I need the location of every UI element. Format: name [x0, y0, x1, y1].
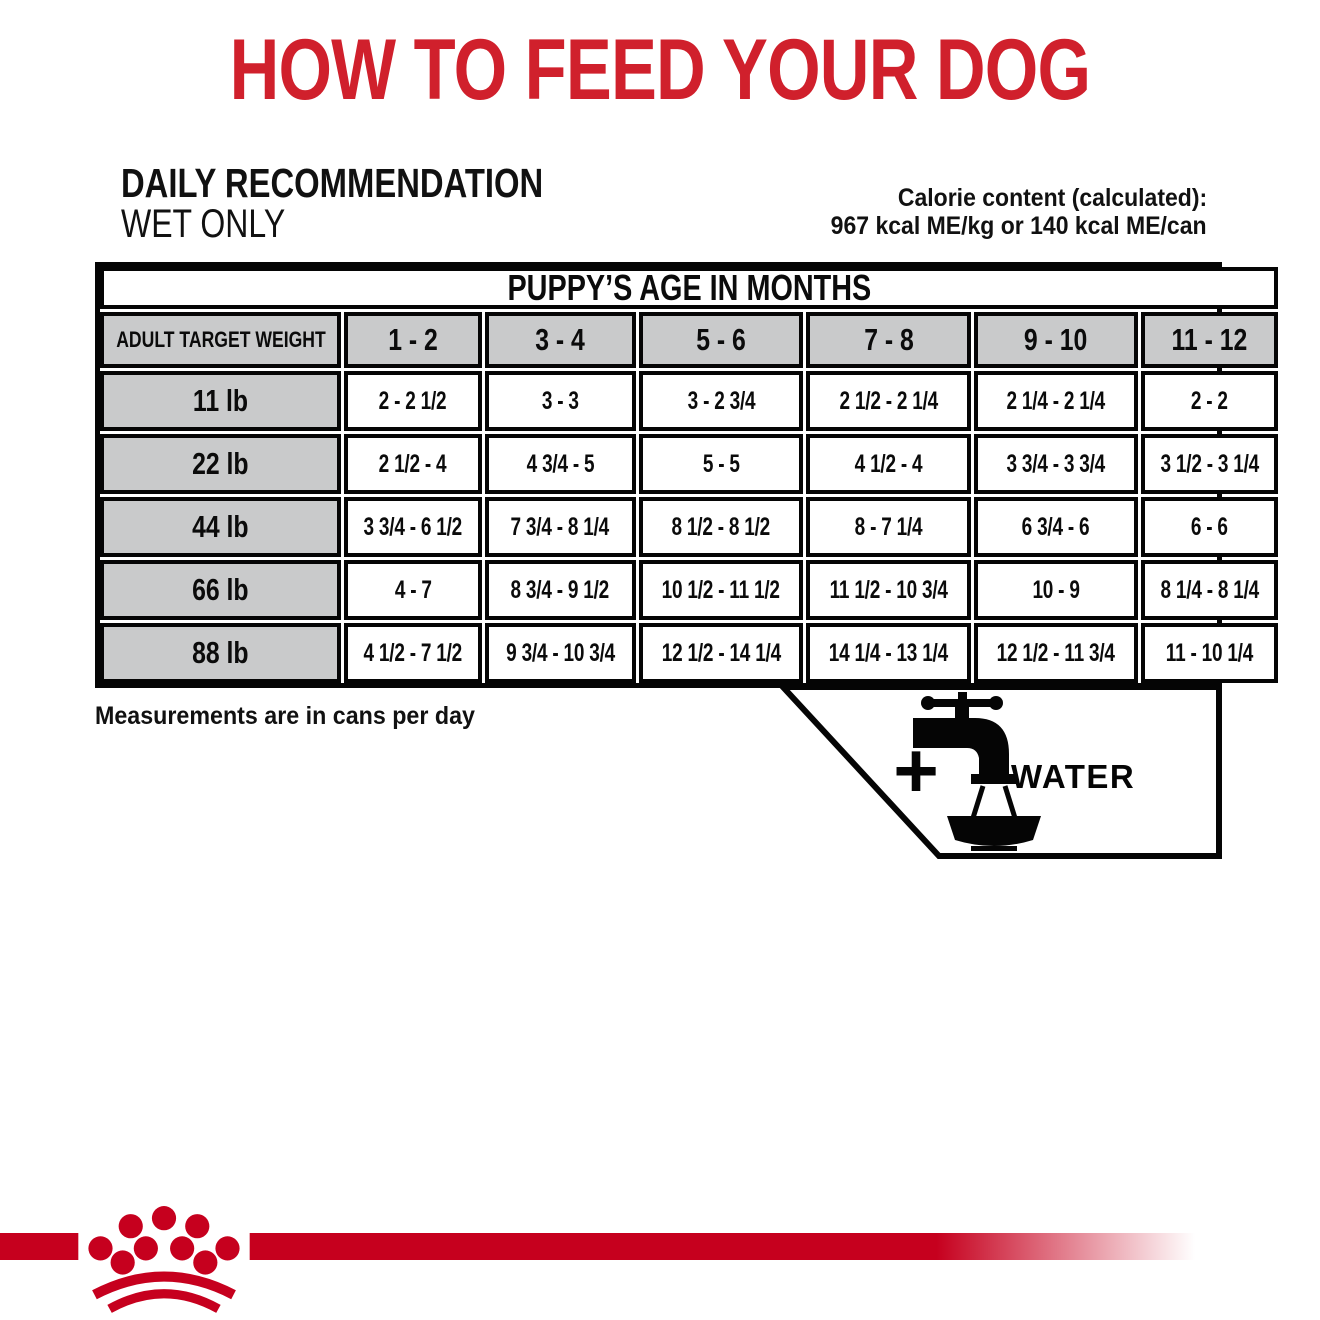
feeding-amount-cell: 2 1/4 - 2 1/4	[974, 371, 1138, 431]
table-title: PUPPY’S AGE IN MONTHS	[100, 267, 1279, 309]
water-faucet-bowl-icon	[913, 692, 1041, 851]
feeding-amount-cell: 11 1/2 - 10 3/4	[806, 560, 972, 620]
feeding-amount-cell: 10 1/2 - 11 1/2	[638, 560, 804, 620]
measurements-footnote: Measurements are in cans per day	[95, 702, 475, 730]
feeding-amount-cell: 8 3/4 - 9 1/2	[484, 560, 636, 620]
royal-canin-crown-icon	[78, 1200, 250, 1320]
feeding-amount-cell: 3 3/4 - 3 3/4	[974, 434, 1138, 494]
feeding-amount-cell: 12 1/2 - 11 3/4	[974, 623, 1138, 683]
feeding-amount-cell: 4 3/4 - 5	[484, 434, 636, 494]
feeding-amount-cell: 2 1/2 - 2 1/4	[806, 371, 972, 431]
feeding-amount-cell: 4 - 7	[344, 560, 482, 620]
age-column-header: 9 - 10	[974, 312, 1138, 368]
calorie-note-line1: Calorie content (calculated):	[897, 184, 1207, 212]
feeding-amount-cell: 3 3/4 - 6 1/2	[344, 497, 482, 557]
crown-arcs	[92, 1271, 236, 1313]
age-column-header: 11 - 12	[1140, 312, 1279, 368]
age-column-header: 7 - 8	[806, 312, 972, 368]
feeding-amount-cell: 3 - 2 3/4	[638, 371, 804, 431]
wet-only-line: WET ONLY	[121, 202, 286, 246]
feeding-amount-cell: 8 - 7 1/4	[806, 497, 972, 557]
feeding-amount-cell: 9 3/4 - 10 3/4	[484, 623, 636, 683]
calorie-content-note: Calorie content (calculated): 967 kcal M…	[798, 184, 1207, 240]
feeding-amount-cell: 8 1/2 - 8 1/2	[638, 497, 804, 557]
page-title: HOW TO FEED YOUR DOG	[229, 22, 1091, 118]
weight-row-header: 88 lb	[100, 623, 341, 683]
corner-header-adult-target-weight: ADULT TARGET WEIGHT	[100, 312, 341, 368]
feeding-table: PUPPY’S AGE IN MONTHS ADULT TARGET WEIGH…	[95, 262, 1279, 688]
calorie-note-line2: 967 kcal ME/kg or 140 kcal ME/can	[831, 212, 1207, 240]
crown-dots	[88, 1206, 240, 1275]
feeding-amount-cell: 2 - 2 1/2	[344, 371, 482, 431]
feeding-amount-cell: 14 1/4 - 13 1/4	[806, 623, 972, 683]
feeding-amount-cell: 7 3/4 - 8 1/4	[484, 497, 636, 557]
feeding-amount-cell: 3 1/2 - 3 1/4	[1140, 434, 1279, 494]
age-column-header: 1 - 2	[344, 312, 482, 368]
daily-recommendation-line: DAILY RECOMMENDATION	[121, 160, 544, 206]
feeding-amount-cell: 10 - 9	[974, 560, 1138, 620]
weight-row-header: 44 lb	[100, 497, 341, 557]
daily-recommendation-heading: DAILY RECOMMENDATION WET ONLY	[121, 160, 649, 246]
feeding-amount-cell: 5 - 5	[638, 434, 804, 494]
feeding-amount-cell: 11 - 10 1/4	[1140, 623, 1279, 683]
weight-row-header: 66 lb	[100, 560, 341, 620]
feeding-amount-cell: 2 1/2 - 4	[344, 434, 482, 494]
feeding-amount-cell: 8 1/4 - 8 1/4	[1140, 560, 1279, 620]
water-callout-panel: + WATER	[779, 684, 1222, 859]
feeding-amount-cell: 6 3/4 - 6	[974, 497, 1138, 557]
weight-row-header: 11 lb	[100, 371, 341, 431]
feeding-amount-cell: 6 - 6	[1140, 497, 1279, 557]
feeding-amount-cell: 4 1/2 - 4	[806, 434, 972, 494]
feeding-amount-cell: 2 - 2	[1140, 371, 1279, 431]
feeding-amount-cell: 12 1/2 - 14 1/4	[638, 623, 804, 683]
feeding-amount-cell: 4 1/2 - 7 1/2	[344, 623, 482, 683]
age-column-header: 3 - 4	[484, 312, 636, 368]
water-label: WATER	[1011, 758, 1135, 795]
weight-row-header: 22 lb	[100, 434, 341, 494]
age-column-header: 5 - 6	[638, 312, 804, 368]
feeding-amount-cell: 3 - 3	[484, 371, 636, 431]
